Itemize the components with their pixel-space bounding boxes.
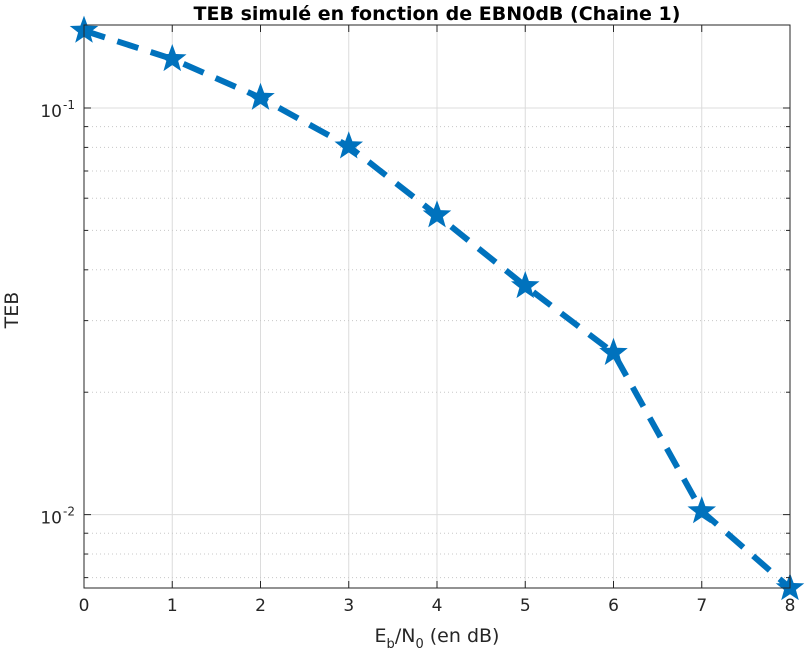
x-tick-label: 8 [785, 596, 796, 616]
data-point-star-marker [246, 82, 275, 110]
data-point-star-marker [510, 270, 540, 299]
x-tick-label: 4 [432, 596, 443, 616]
x-tick-label: 6 [608, 596, 619, 616]
chart-title: TEB simulé en fonction de EBN0dB (Chaine… [194, 3, 681, 25]
data-point-star-marker [599, 337, 628, 365]
y-axis-label: TEB [1, 292, 23, 330]
x-tick-label: 2 [255, 596, 266, 616]
x-tick-label: 7 [696, 596, 707, 616]
x-tick-label: 0 [79, 596, 90, 616]
y-tick-label-exponent: -2 [63, 505, 75, 519]
y-tick-label: 10 [40, 102, 62, 122]
axes [83, 24, 791, 589]
y-tick-label-exponent: -1 [63, 98, 75, 112]
x-axis-label: Eb/N0 (en dB) [375, 625, 500, 652]
y-tick-label: 10 [40, 509, 62, 529]
data-point-star-marker [687, 496, 717, 524]
x-tick-label: 3 [343, 596, 354, 616]
data-point-star-marker [157, 43, 187, 72]
x-tick-label: 5 [520, 596, 531, 616]
data-point-star-marker [334, 131, 364, 159]
x-tick-label: 1 [167, 596, 178, 616]
data-point-star-marker [422, 200, 452, 228]
grid [84, 25, 790, 588]
tick-labels: 0 1 2 3 4 5 6 7 810-110-2 [40, 98, 795, 616]
